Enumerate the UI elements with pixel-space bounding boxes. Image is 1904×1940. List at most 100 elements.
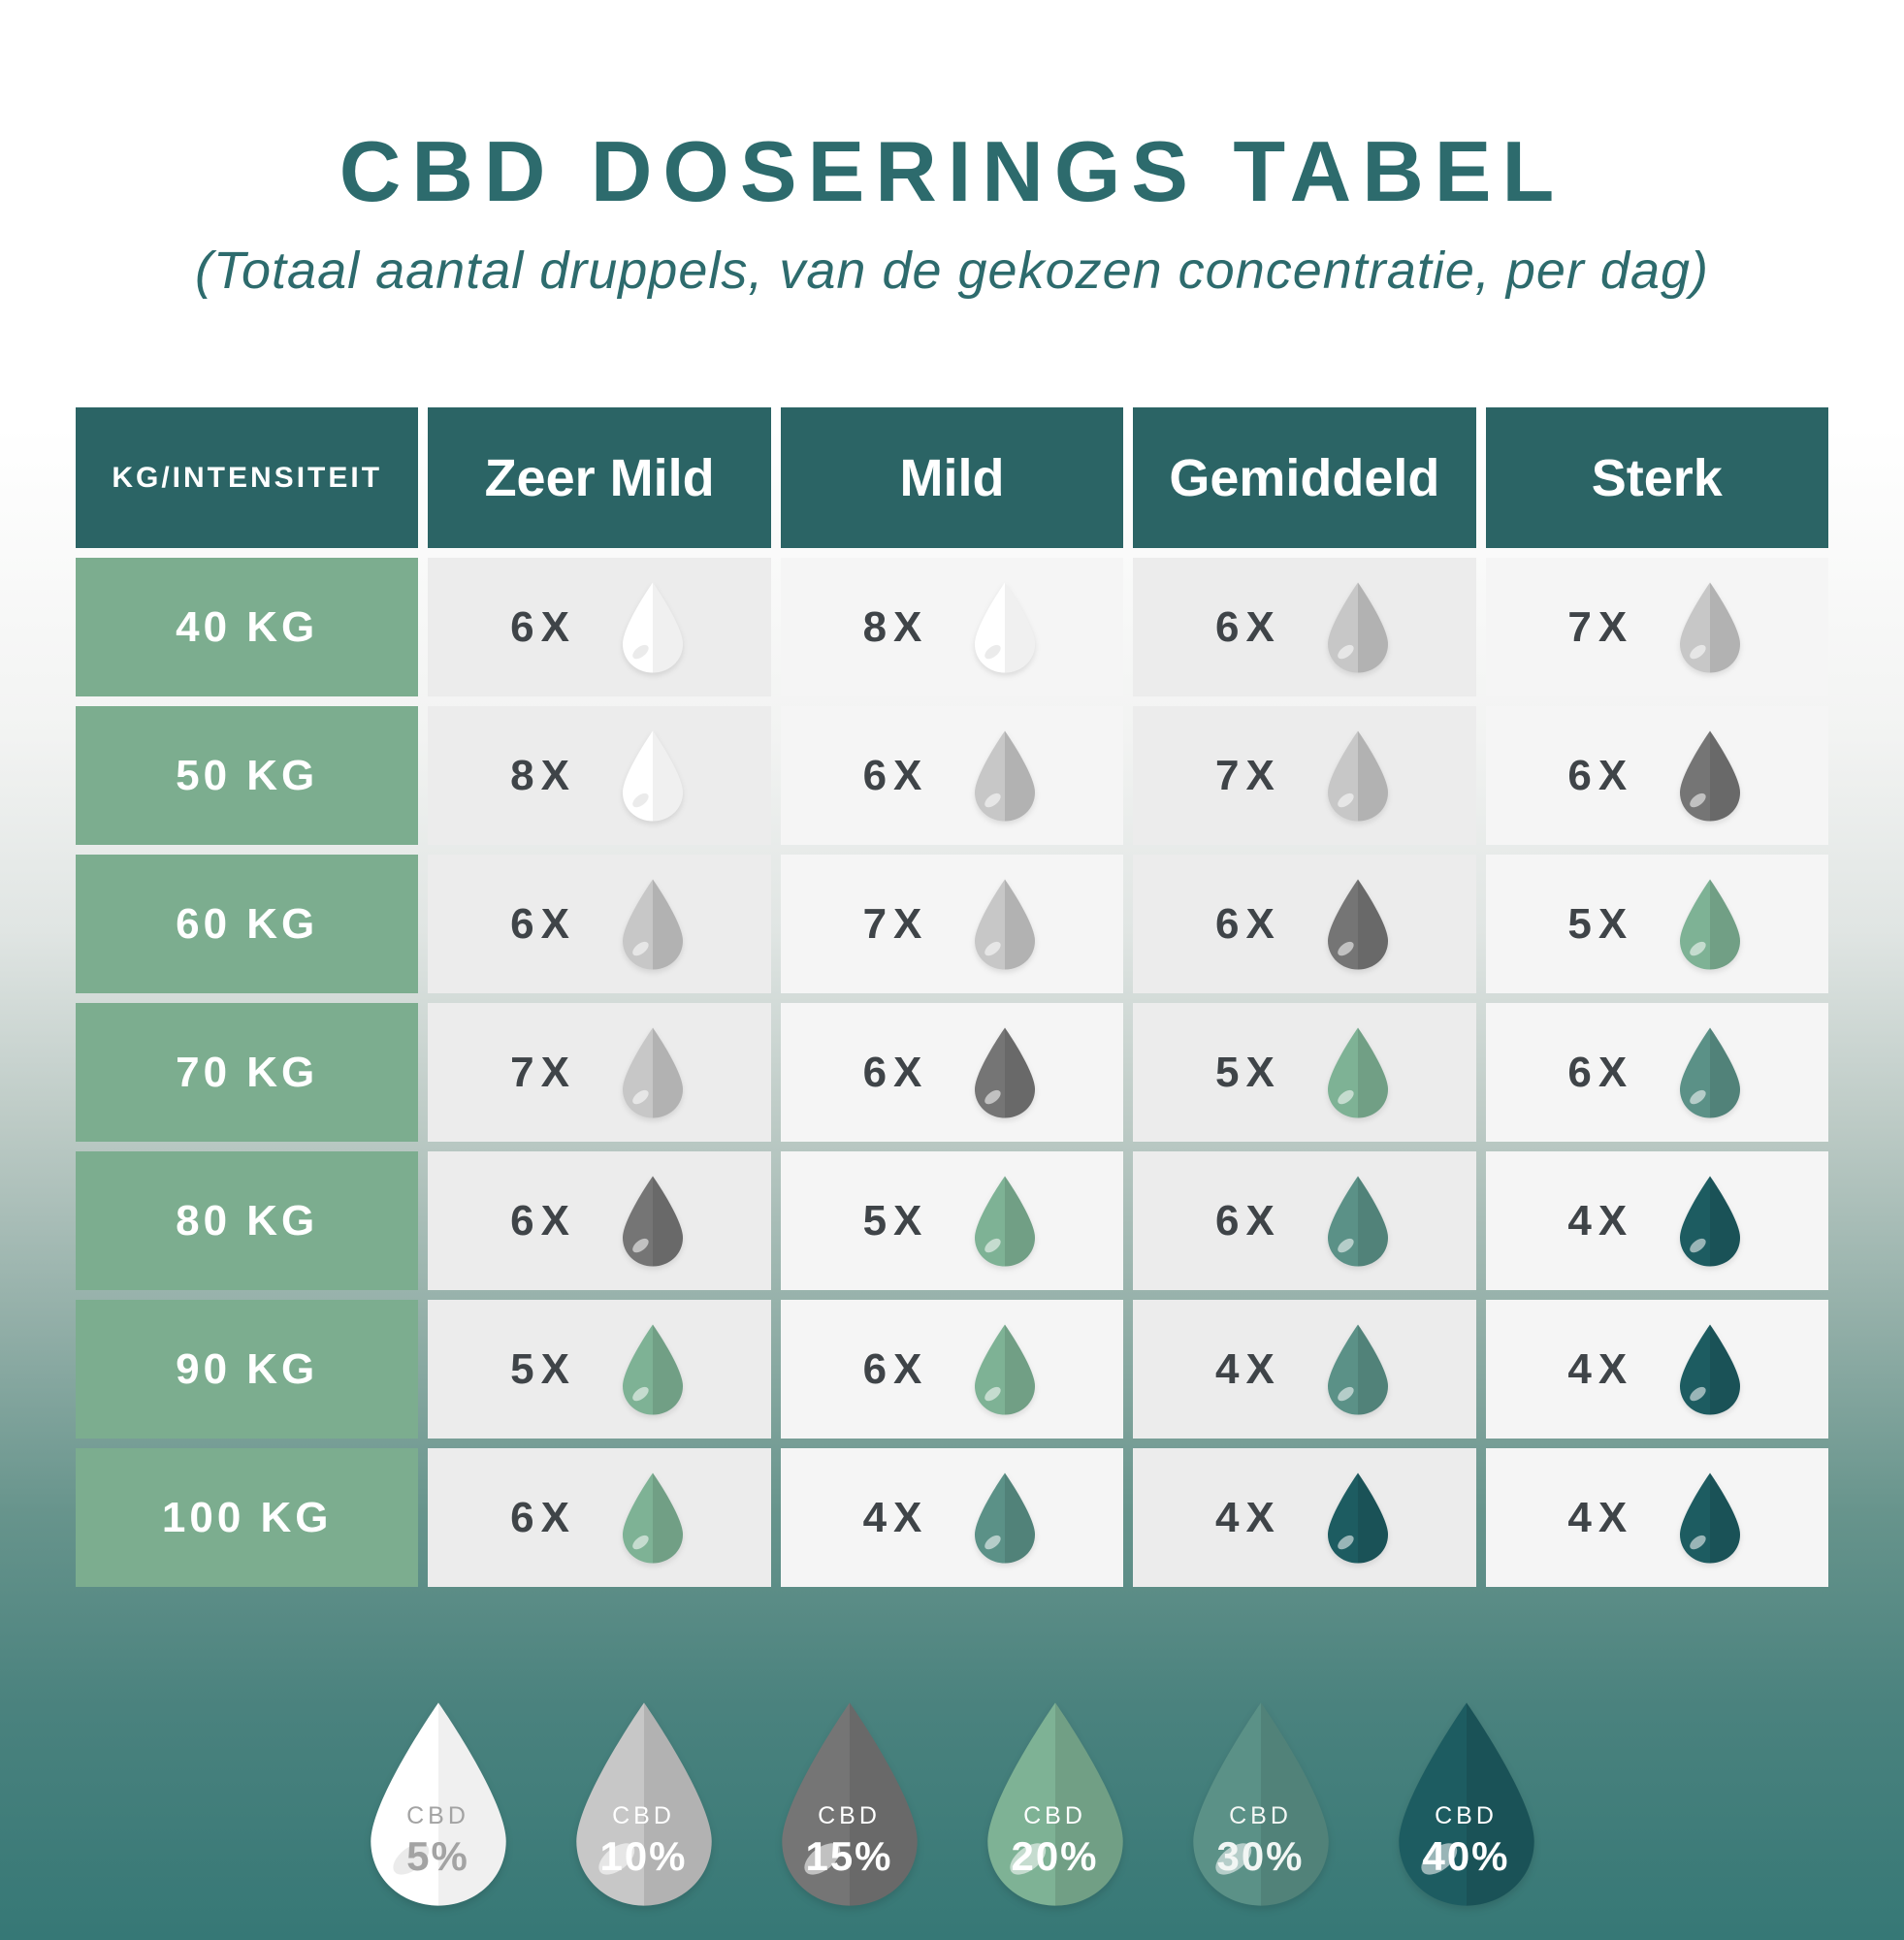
dose-count: 8X [862,602,929,651]
cbd-drop-icon [622,1471,684,1564]
legend-cbd-text: CBD [818,1801,881,1829]
cbd-drop-icon [1327,1471,1388,1564]
dose-cell: 6X [1133,558,1476,696]
dose-count: 7X [862,899,929,948]
cbd-drop-icon [1680,1323,1741,1415]
row-label: 90 KG [76,1300,419,1439]
dose-cell: 4X [1485,1448,1828,1587]
cbd-drop-icon [975,581,1036,673]
legend: CBD 5% CBD 10% CBD 15% CBD 20% CBD 30% CBD 40% [0,1699,1904,1909]
dose-cell: 8X [428,706,771,845]
cbd-drop-icon [975,878,1036,970]
legend-item: CBD 5% [358,1699,519,1909]
dose-count: 6X [510,1196,576,1245]
dose-count: 4X [862,1493,929,1541]
legend-label: CBD 10% [564,1802,725,1880]
dose-cell: 6X [1485,1003,1828,1142]
dosage-table: KG/INTENSITEIT Zeer Mild Mild Gemiddeld … [76,407,1828,1587]
dose-count: 5X [1567,899,1634,948]
cbd-drop-icon [1327,878,1388,970]
legend-item: CBD 20% [975,1699,1136,1909]
dose-cell: 6X [428,855,771,993]
dose-cell: 6X [780,1300,1124,1439]
dose-count: 4X [1567,1344,1634,1393]
cbd-drop-icon [1327,581,1388,673]
column-header-sterk: Sterk [1485,407,1828,548]
legend-item: CBD 10% [564,1699,725,1909]
dose-cell: 4X [1485,1151,1828,1290]
dose-count: 7X [1567,602,1634,651]
page-title: CBD DOSERINGS TABEL [339,123,1565,219]
dose-cell: 7X [1485,558,1828,696]
cbd-drop-icon [622,1175,684,1267]
legend-label: CBD 40% [1386,1802,1547,1880]
dose-count: 5X [510,1344,576,1393]
dose-cell: 6X [780,706,1124,845]
cbd-drop-icon [986,1702,1123,1906]
legend-cbd-text: CBD [1435,1801,1498,1829]
dose-cell: 5X [780,1151,1124,1290]
cbd-drop-icon [1192,1702,1329,1906]
dose-count: 6X [510,602,576,651]
cbd-drop-icon [975,1175,1036,1267]
cbd-drop-icon [622,729,684,822]
legend-cbd-text: CBD [1023,1801,1086,1829]
page-subtitle: (Totaal aantal druppels, van de gekozen … [194,242,1709,300]
dose-cell: 6X [1485,706,1828,845]
row-label: 100 KG [76,1448,419,1587]
dose-cell: 4X [1485,1300,1828,1439]
cbd-drop-icon [1398,1702,1534,1906]
dose-count: 7X [510,1048,576,1096]
legend-label: CBD 15% [769,1802,930,1880]
legend-cbd-text: CBD [612,1801,675,1829]
row-label: 50 KG [76,706,419,845]
cbd-drop-icon [622,581,684,673]
cbd-drop-icon [1680,729,1741,822]
dose-cell: 7X [1133,706,1476,845]
cbd-drop-icon [781,1702,918,1906]
dose-count: 8X [510,751,576,799]
row-label: 70 KG [76,1003,419,1142]
dose-cell: 6X [428,1151,771,1290]
dose-count: 6X [862,1048,929,1096]
cbd-drop-icon [1327,1026,1388,1118]
dose-count: 5X [862,1196,929,1245]
cbd-drop-icon [1680,1175,1741,1267]
dose-cell: 7X [780,855,1124,993]
row-label: 80 KG [76,1151,419,1290]
column-header-zeer-mild: Zeer Mild [428,407,771,548]
cbd-drop-icon [1680,581,1741,673]
legend-label: CBD 30% [1180,1802,1341,1880]
cbd-drop-icon [622,1026,684,1118]
cbd-drop-icon [975,1323,1036,1415]
dose-cell: 4X [780,1448,1124,1587]
dose-count: 4X [1567,1196,1634,1245]
legend-percentage: 30% [1216,1832,1305,1879]
cbd-drop-icon [370,1702,506,1906]
cbd-drop-icon [1327,729,1388,822]
legend-percentage: 15% [805,1832,893,1879]
legend-item: CBD 30% [1180,1699,1341,1909]
dose-count: 4X [1214,1493,1281,1541]
cbd-drop-icon [1327,1175,1388,1267]
dose-cell: 7X [428,1003,771,1142]
cbd-drop-icon [1680,1026,1741,1118]
dose-cell: 5X [1485,855,1828,993]
cbd-drop-icon [622,1323,684,1415]
dose-cell: 5X [1133,1003,1476,1142]
dose-count: 4X [1567,1493,1634,1541]
cbd-drop-icon [622,878,684,970]
legend-percentage: 20% [1011,1832,1099,1879]
cbd-drop-icon [575,1702,712,1906]
dose-cell: 8X [780,558,1124,696]
legend-label: CBD 20% [975,1802,1136,1880]
column-header-gemiddeld: Gemiddeld [1133,407,1476,548]
legend-item: CBD 15% [769,1699,930,1909]
dose-count: 4X [1214,1344,1281,1393]
cbd-drop-icon [1327,1323,1388,1415]
dose-cell: 6X [428,1448,771,1587]
legend-item: CBD 40% [1386,1699,1547,1909]
cbd-drop-icon [975,729,1036,822]
legend-percentage: 5% [406,1832,469,1879]
dose-cell: 6X [1133,1151,1476,1290]
